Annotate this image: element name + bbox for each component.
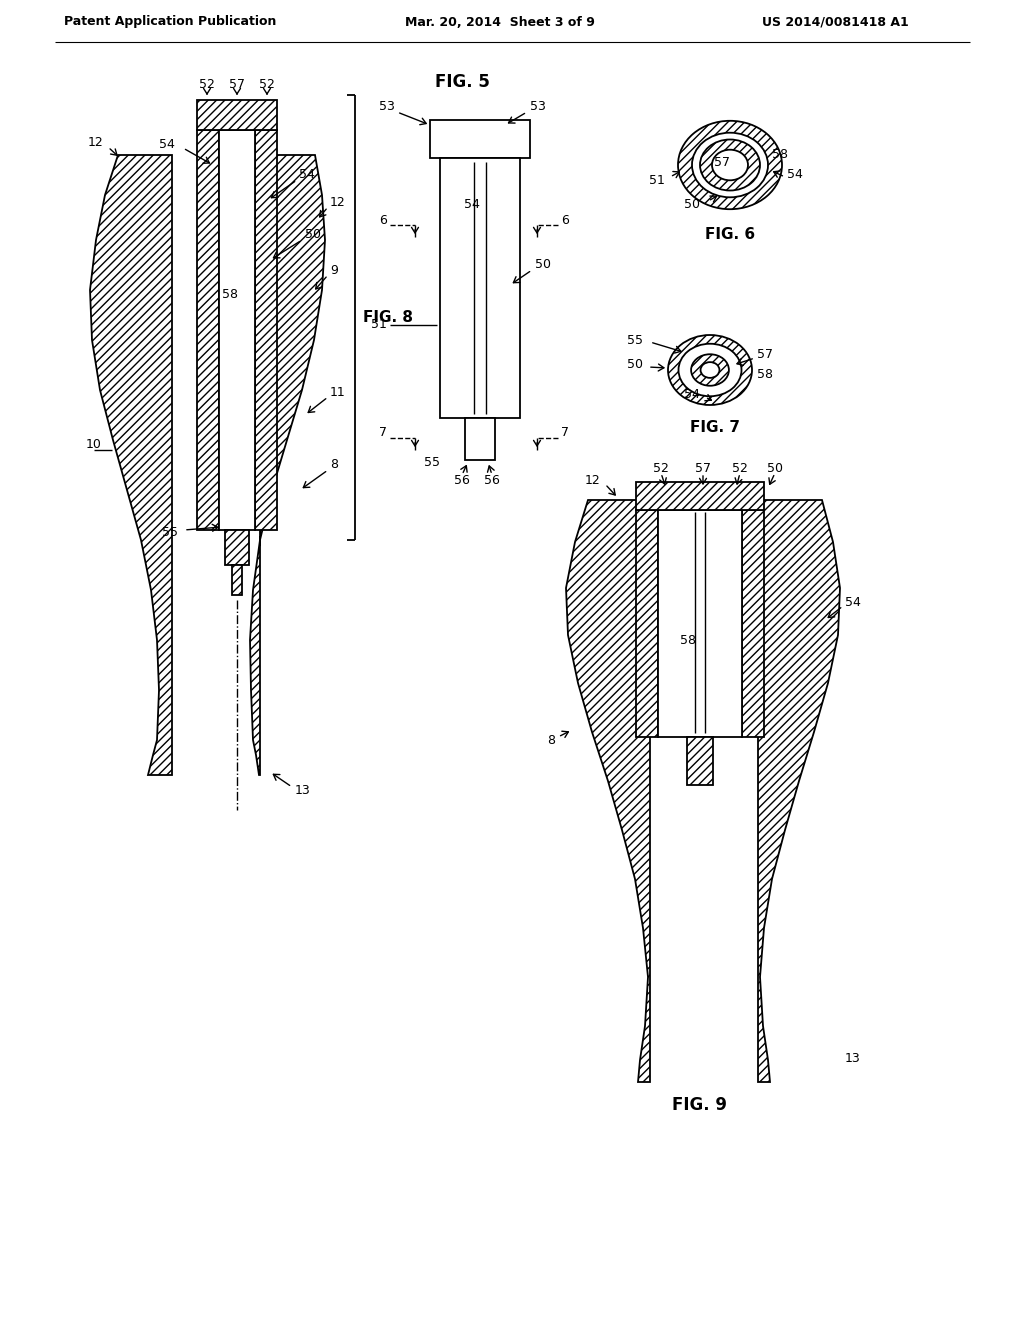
Text: 58: 58 xyxy=(222,289,238,301)
Text: 52: 52 xyxy=(259,78,274,91)
Text: 56: 56 xyxy=(454,474,470,487)
Text: 12: 12 xyxy=(330,195,346,209)
Text: 51: 51 xyxy=(649,173,665,186)
Ellipse shape xyxy=(678,121,782,209)
Ellipse shape xyxy=(712,149,748,181)
Text: 8: 8 xyxy=(547,734,555,747)
Bar xyxy=(255,129,278,531)
Bar xyxy=(658,510,742,737)
Text: 54: 54 xyxy=(464,198,480,211)
Text: 6: 6 xyxy=(379,214,387,227)
Bar xyxy=(232,565,242,595)
Text: 55: 55 xyxy=(424,455,440,469)
Text: 13: 13 xyxy=(295,784,310,796)
Text: 52: 52 xyxy=(732,462,748,474)
Ellipse shape xyxy=(700,140,760,190)
Text: 57: 57 xyxy=(757,348,773,362)
Text: 10: 10 xyxy=(86,438,102,451)
Polygon shape xyxy=(566,500,650,1082)
Text: 54: 54 xyxy=(684,388,700,401)
Bar xyxy=(219,129,255,531)
Text: 12: 12 xyxy=(87,136,103,149)
Text: Patent Application Publication: Patent Application Publication xyxy=(63,16,276,29)
Bar xyxy=(225,531,249,565)
Text: 58: 58 xyxy=(772,149,788,161)
Text: US 2014/0081418 A1: US 2014/0081418 A1 xyxy=(762,16,908,29)
Text: 11: 11 xyxy=(330,385,346,399)
Text: 6: 6 xyxy=(561,214,569,227)
Text: 54: 54 xyxy=(299,169,314,181)
Text: FIG. 5: FIG. 5 xyxy=(434,73,489,91)
Text: 52: 52 xyxy=(653,462,669,474)
Bar xyxy=(197,100,278,129)
Text: 50: 50 xyxy=(684,198,700,211)
Text: 56: 56 xyxy=(484,474,500,487)
Bar xyxy=(440,158,520,418)
Polygon shape xyxy=(250,154,325,775)
Text: FIG. 9: FIG. 9 xyxy=(673,1096,727,1114)
Text: 50: 50 xyxy=(627,359,643,371)
Text: 54: 54 xyxy=(159,139,175,152)
Ellipse shape xyxy=(668,335,752,405)
Ellipse shape xyxy=(679,343,741,396)
Bar xyxy=(742,510,764,737)
Text: 58: 58 xyxy=(757,368,773,381)
Text: FIG. 6: FIG. 6 xyxy=(705,227,755,242)
Text: 58: 58 xyxy=(680,634,696,647)
Bar xyxy=(636,510,658,737)
Text: 7: 7 xyxy=(379,426,387,440)
Polygon shape xyxy=(758,500,840,1082)
Text: 50: 50 xyxy=(535,259,551,272)
Text: FIG. 8: FIG. 8 xyxy=(362,310,413,326)
Text: 8: 8 xyxy=(330,458,338,471)
Polygon shape xyxy=(90,154,172,775)
Ellipse shape xyxy=(700,362,720,378)
Text: 57: 57 xyxy=(695,462,711,474)
Bar xyxy=(636,482,764,510)
Bar xyxy=(430,120,530,158)
Text: 52: 52 xyxy=(199,78,215,91)
Text: 57: 57 xyxy=(714,157,730,169)
Text: 51: 51 xyxy=(371,318,387,331)
Ellipse shape xyxy=(692,133,768,197)
Text: 7: 7 xyxy=(561,426,569,440)
Text: 54: 54 xyxy=(845,595,861,609)
Text: FIG. 7: FIG. 7 xyxy=(690,420,740,434)
Text: 50: 50 xyxy=(305,228,321,242)
Text: 13: 13 xyxy=(845,1052,861,1064)
Text: 55: 55 xyxy=(162,525,178,539)
Text: 50: 50 xyxy=(767,462,783,474)
Text: 9: 9 xyxy=(330,264,338,276)
Bar xyxy=(465,418,495,459)
Text: 53: 53 xyxy=(530,100,546,114)
Text: 55: 55 xyxy=(627,334,643,346)
Bar xyxy=(687,737,713,785)
Ellipse shape xyxy=(691,354,729,385)
Text: 54: 54 xyxy=(787,169,803,181)
Text: 53: 53 xyxy=(379,100,395,114)
Text: 12: 12 xyxy=(585,474,600,487)
Text: Mar. 20, 2014  Sheet 3 of 9: Mar. 20, 2014 Sheet 3 of 9 xyxy=(406,16,595,29)
Bar xyxy=(197,129,219,531)
Text: 57: 57 xyxy=(229,78,245,91)
